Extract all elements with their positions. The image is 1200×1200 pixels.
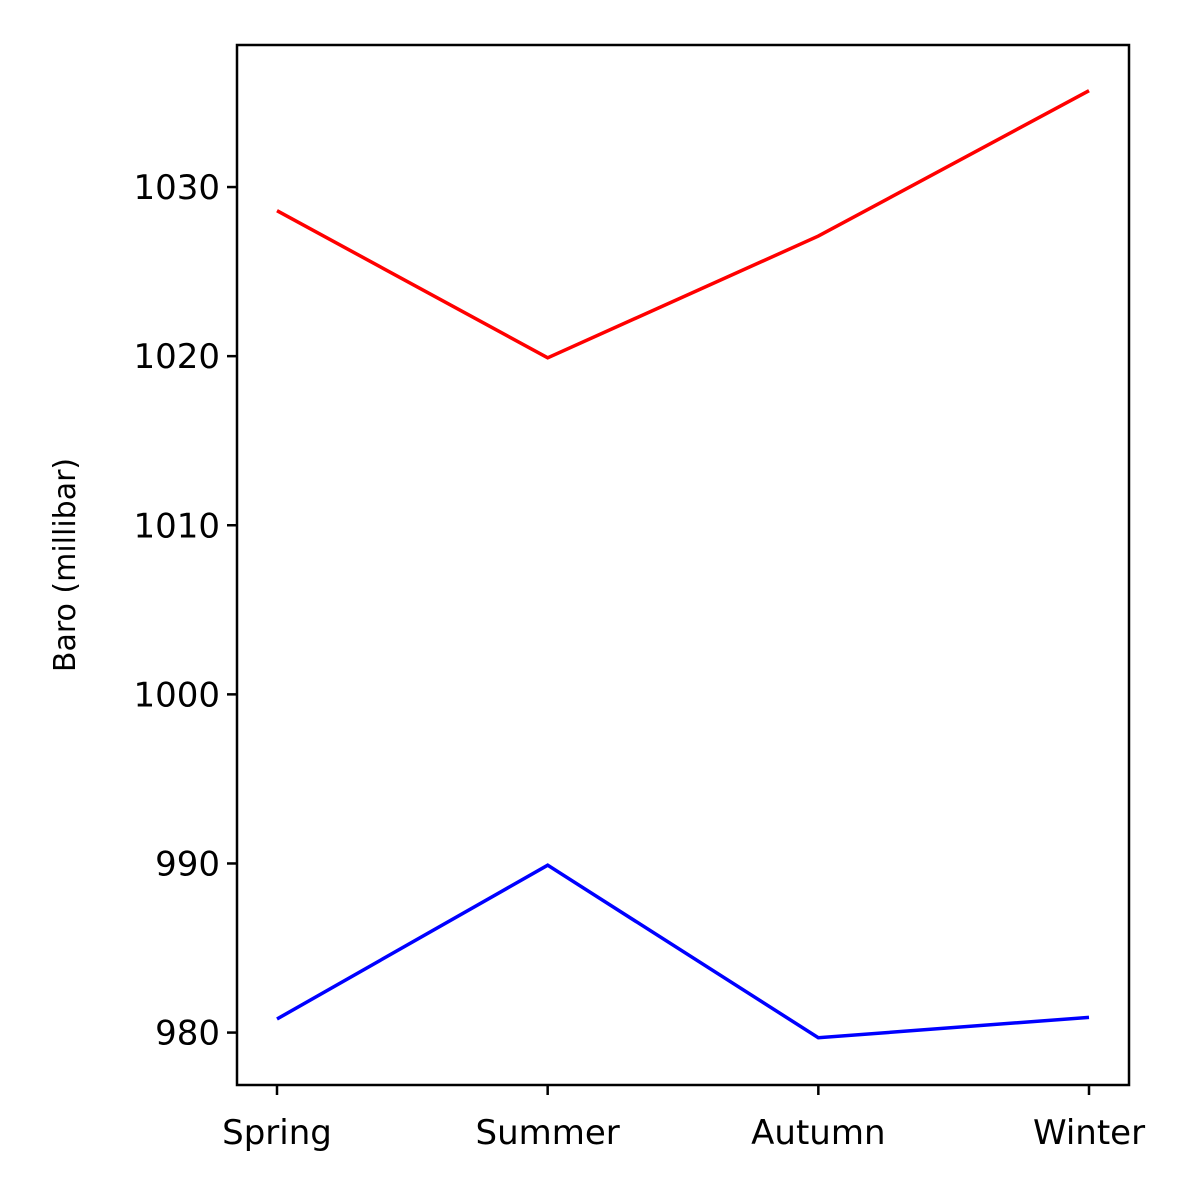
x-axis: Spring Summer Autumn Winter: [222, 1085, 1145, 1153]
x-tick-label: Winter: [1033, 1113, 1145, 1153]
y-tick-label: 990: [155, 844, 220, 884]
y-tick-label: 980: [155, 1014, 220, 1054]
y-axis-label: Baro (millibar): [48, 458, 83, 672]
x-tick-label: Autumn: [751, 1113, 885, 1153]
y-tick-label: 1020: [133, 337, 220, 377]
series-layer: [276, 89, 1090, 1040]
plot-frame: [235, 43, 1131, 1087]
series-line-2: [276, 863, 1090, 1040]
x-tick-label: Spring: [222, 1113, 332, 1153]
y-tick-label: 1010: [133, 506, 220, 546]
y-tick-label: 1000: [133, 675, 220, 715]
y-tick-label: 1030: [133, 168, 220, 208]
series-line-1: [276, 89, 1090, 360]
x-tick-label: Summer: [476, 1113, 620, 1153]
y-axis: 980 990 1000 1010 1020 1030: [133, 168, 237, 1054]
